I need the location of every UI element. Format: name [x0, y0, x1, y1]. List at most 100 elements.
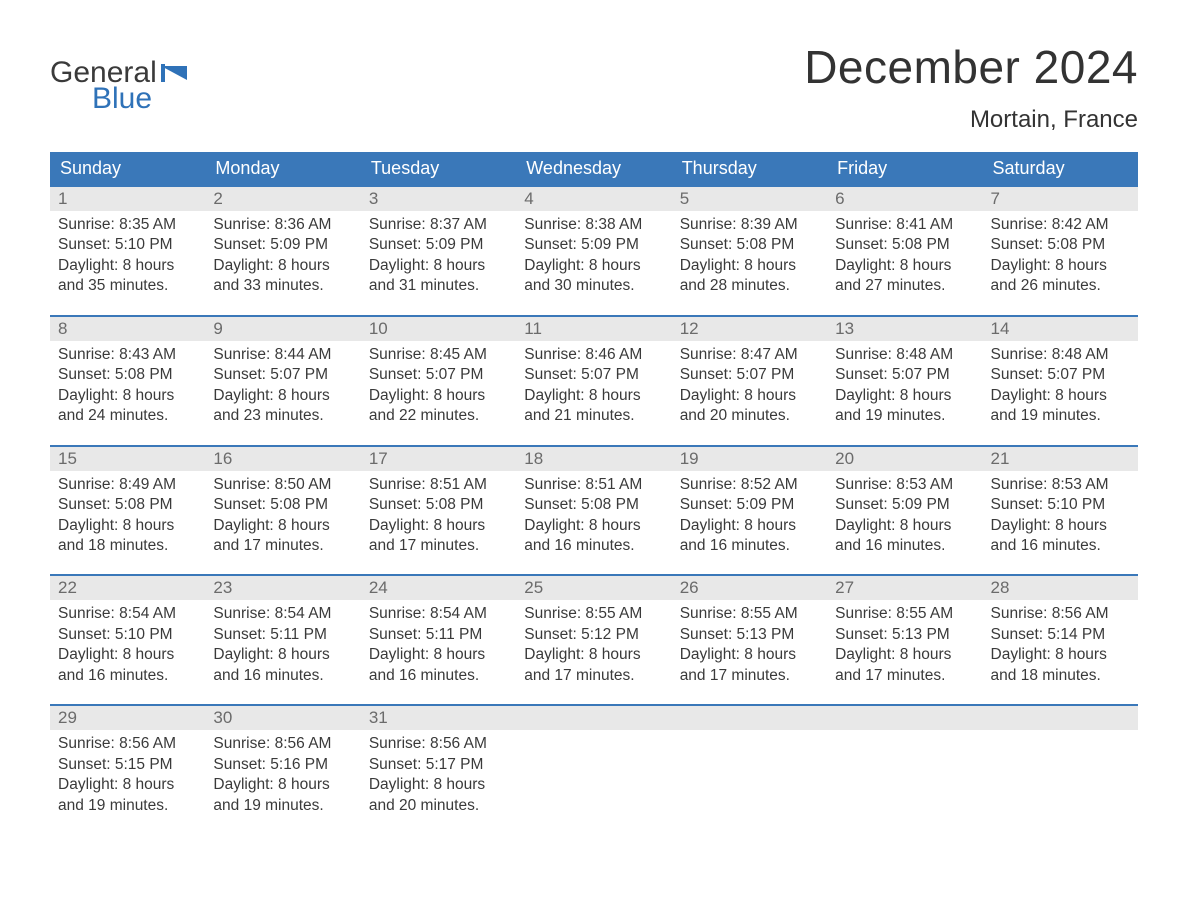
- sunset-line: Sunset: 5:08 PM: [369, 495, 508, 515]
- day-number: 10: [361, 317, 516, 341]
- sunset-line: Sunset: 5:08 PM: [58, 365, 197, 385]
- day-body: Sunrise: 8:35 AMSunset: 5:10 PMDaylight:…: [50, 211, 205, 297]
- sunrise-line: Sunrise: 8:41 AM: [835, 215, 974, 235]
- day-cell-empty: [516, 706, 671, 824]
- day-number: 3: [361, 187, 516, 211]
- day-body: Sunrise: 8:47 AMSunset: 5:07 PMDaylight:…: [672, 341, 827, 427]
- day-body: Sunrise: 8:55 AMSunset: 5:12 PMDaylight:…: [516, 600, 671, 686]
- daylight-line: Daylight: 8 hours and 20 minutes.: [680, 386, 819, 427]
- sunset-line: Sunset: 5:10 PM: [58, 625, 197, 645]
- sunrise-line: Sunrise: 8:50 AM: [213, 475, 352, 495]
- day-number: 12: [672, 317, 827, 341]
- sunset-line: Sunset: 5:10 PM: [58, 235, 197, 255]
- sunset-line: Sunset: 5:07 PM: [524, 365, 663, 385]
- daylight-line: Daylight: 8 hours and 24 minutes.: [58, 386, 197, 427]
- daylight-line: Daylight: 8 hours and 26 minutes.: [991, 256, 1130, 297]
- sunrise-line: Sunrise: 8:36 AM: [213, 215, 352, 235]
- daylight-line: Daylight: 8 hours and 19 minutes.: [991, 386, 1130, 427]
- sunset-line: Sunset: 5:09 PM: [680, 495, 819, 515]
- day-body: Sunrise: 8:50 AMSunset: 5:08 PMDaylight:…: [205, 471, 360, 557]
- daylight-line: Daylight: 8 hours and 17 minutes.: [680, 645, 819, 686]
- day-cell-empty: [672, 706, 827, 824]
- day-body: Sunrise: 8:54 AMSunset: 5:11 PMDaylight:…: [361, 600, 516, 686]
- day-cell-empty: [827, 706, 982, 824]
- day-cell: 8Sunrise: 8:43 AMSunset: 5:08 PMDaylight…: [50, 317, 205, 435]
- sunset-line: Sunset: 5:16 PM: [213, 755, 352, 775]
- day-number: 1: [50, 187, 205, 211]
- daylight-line: Daylight: 8 hours and 30 minutes.: [524, 256, 663, 297]
- daylight-line: Daylight: 8 hours and 19 minutes.: [213, 775, 352, 816]
- day-number: 29: [50, 706, 205, 730]
- day-body: Sunrise: 8:38 AMSunset: 5:09 PMDaylight:…: [516, 211, 671, 297]
- week-row: 29Sunrise: 8:56 AMSunset: 5:15 PMDayligh…: [50, 704, 1138, 824]
- day-number: 7: [983, 187, 1138, 211]
- sunrise-line: Sunrise: 8:44 AM: [213, 345, 352, 365]
- daylight-line: Daylight: 8 hours and 16 minutes.: [680, 516, 819, 557]
- day-cell: 25Sunrise: 8:55 AMSunset: 5:12 PMDayligh…: [516, 576, 671, 694]
- day-number: [672, 706, 827, 730]
- day-number: 9: [205, 317, 360, 341]
- sunrise-line: Sunrise: 8:49 AM: [58, 475, 197, 495]
- day-cell: 30Sunrise: 8:56 AMSunset: 5:16 PMDayligh…: [205, 706, 360, 824]
- logo-text-bottom: Blue: [50, 84, 191, 114]
- daylight-line: Daylight: 8 hours and 23 minutes.: [213, 386, 352, 427]
- sunrise-line: Sunrise: 8:56 AM: [991, 604, 1130, 624]
- sunset-line: Sunset: 5:09 PM: [524, 235, 663, 255]
- day-header-thursday: Thursday: [672, 152, 827, 185]
- day-body: [516, 730, 671, 734]
- daylight-line: Daylight: 8 hours and 17 minutes.: [369, 516, 508, 557]
- daylight-line: Daylight: 8 hours and 18 minutes.: [58, 516, 197, 557]
- weeks-container: 1Sunrise: 8:35 AMSunset: 5:10 PMDaylight…: [50, 185, 1138, 824]
- title-block: December 2024 Mortain, France: [804, 40, 1138, 134]
- sunset-line: Sunset: 5:13 PM: [680, 625, 819, 645]
- day-cell: 19Sunrise: 8:52 AMSunset: 5:09 PMDayligh…: [672, 447, 827, 565]
- day-cell: 24Sunrise: 8:54 AMSunset: 5:11 PMDayligh…: [361, 576, 516, 694]
- day-cell: 18Sunrise: 8:51 AMSunset: 5:08 PMDayligh…: [516, 447, 671, 565]
- day-cell: 20Sunrise: 8:53 AMSunset: 5:09 PMDayligh…: [827, 447, 982, 565]
- day-number: 23: [205, 576, 360, 600]
- sunset-line: Sunset: 5:10 PM: [991, 495, 1130, 515]
- sunrise-line: Sunrise: 8:55 AM: [835, 604, 974, 624]
- sunset-line: Sunset: 5:07 PM: [213, 365, 352, 385]
- day-number: [983, 706, 1138, 730]
- sunset-line: Sunset: 5:08 PM: [680, 235, 819, 255]
- sunset-line: Sunset: 5:11 PM: [369, 625, 508, 645]
- day-header-sunday: Sunday: [50, 152, 205, 185]
- sunset-line: Sunset: 5:17 PM: [369, 755, 508, 775]
- day-number: 31: [361, 706, 516, 730]
- day-number: 2: [205, 187, 360, 211]
- day-cell: 3Sunrise: 8:37 AMSunset: 5:09 PMDaylight…: [361, 187, 516, 305]
- sunrise-line: Sunrise: 8:54 AM: [369, 604, 508, 624]
- day-cell: 31Sunrise: 8:56 AMSunset: 5:17 PMDayligh…: [361, 706, 516, 824]
- day-cell: 23Sunrise: 8:54 AMSunset: 5:11 PMDayligh…: [205, 576, 360, 694]
- sunrise-line: Sunrise: 8:37 AM: [369, 215, 508, 235]
- day-body: Sunrise: 8:56 AMSunset: 5:16 PMDaylight:…: [205, 730, 360, 816]
- day-number: 16: [205, 447, 360, 471]
- daylight-line: Daylight: 8 hours and 33 minutes.: [213, 256, 352, 297]
- daylight-line: Daylight: 8 hours and 20 minutes.: [369, 775, 508, 816]
- day-cell: 13Sunrise: 8:48 AMSunset: 5:07 PMDayligh…: [827, 317, 982, 435]
- sunset-line: Sunset: 5:07 PM: [991, 365, 1130, 385]
- daylight-line: Daylight: 8 hours and 31 minutes.: [369, 256, 508, 297]
- day-body: Sunrise: 8:56 AMSunset: 5:17 PMDaylight:…: [361, 730, 516, 816]
- day-body: Sunrise: 8:56 AMSunset: 5:15 PMDaylight:…: [50, 730, 205, 816]
- sunrise-line: Sunrise: 8:56 AM: [58, 734, 197, 754]
- day-body: Sunrise: 8:45 AMSunset: 5:07 PMDaylight:…: [361, 341, 516, 427]
- day-number: 4: [516, 187, 671, 211]
- week-row: 22Sunrise: 8:54 AMSunset: 5:10 PMDayligh…: [50, 574, 1138, 694]
- day-cell: 11Sunrise: 8:46 AMSunset: 5:07 PMDayligh…: [516, 317, 671, 435]
- day-body: Sunrise: 8:36 AMSunset: 5:09 PMDaylight:…: [205, 211, 360, 297]
- day-body: Sunrise: 8:49 AMSunset: 5:08 PMDaylight:…: [50, 471, 205, 557]
- day-cell: 26Sunrise: 8:55 AMSunset: 5:13 PMDayligh…: [672, 576, 827, 694]
- day-number: 30: [205, 706, 360, 730]
- sunrise-line: Sunrise: 8:47 AM: [680, 345, 819, 365]
- day-number: 8: [50, 317, 205, 341]
- day-body: Sunrise: 8:39 AMSunset: 5:08 PMDaylight:…: [672, 211, 827, 297]
- sunset-line: Sunset: 5:07 PM: [680, 365, 819, 385]
- day-number: [516, 706, 671, 730]
- daylight-line: Daylight: 8 hours and 17 minutes.: [524, 645, 663, 686]
- day-body: Sunrise: 8:48 AMSunset: 5:07 PMDaylight:…: [827, 341, 982, 427]
- day-body: Sunrise: 8:42 AMSunset: 5:08 PMDaylight:…: [983, 211, 1138, 297]
- day-body: Sunrise: 8:44 AMSunset: 5:07 PMDaylight:…: [205, 341, 360, 427]
- daylight-line: Daylight: 8 hours and 16 minutes.: [369, 645, 508, 686]
